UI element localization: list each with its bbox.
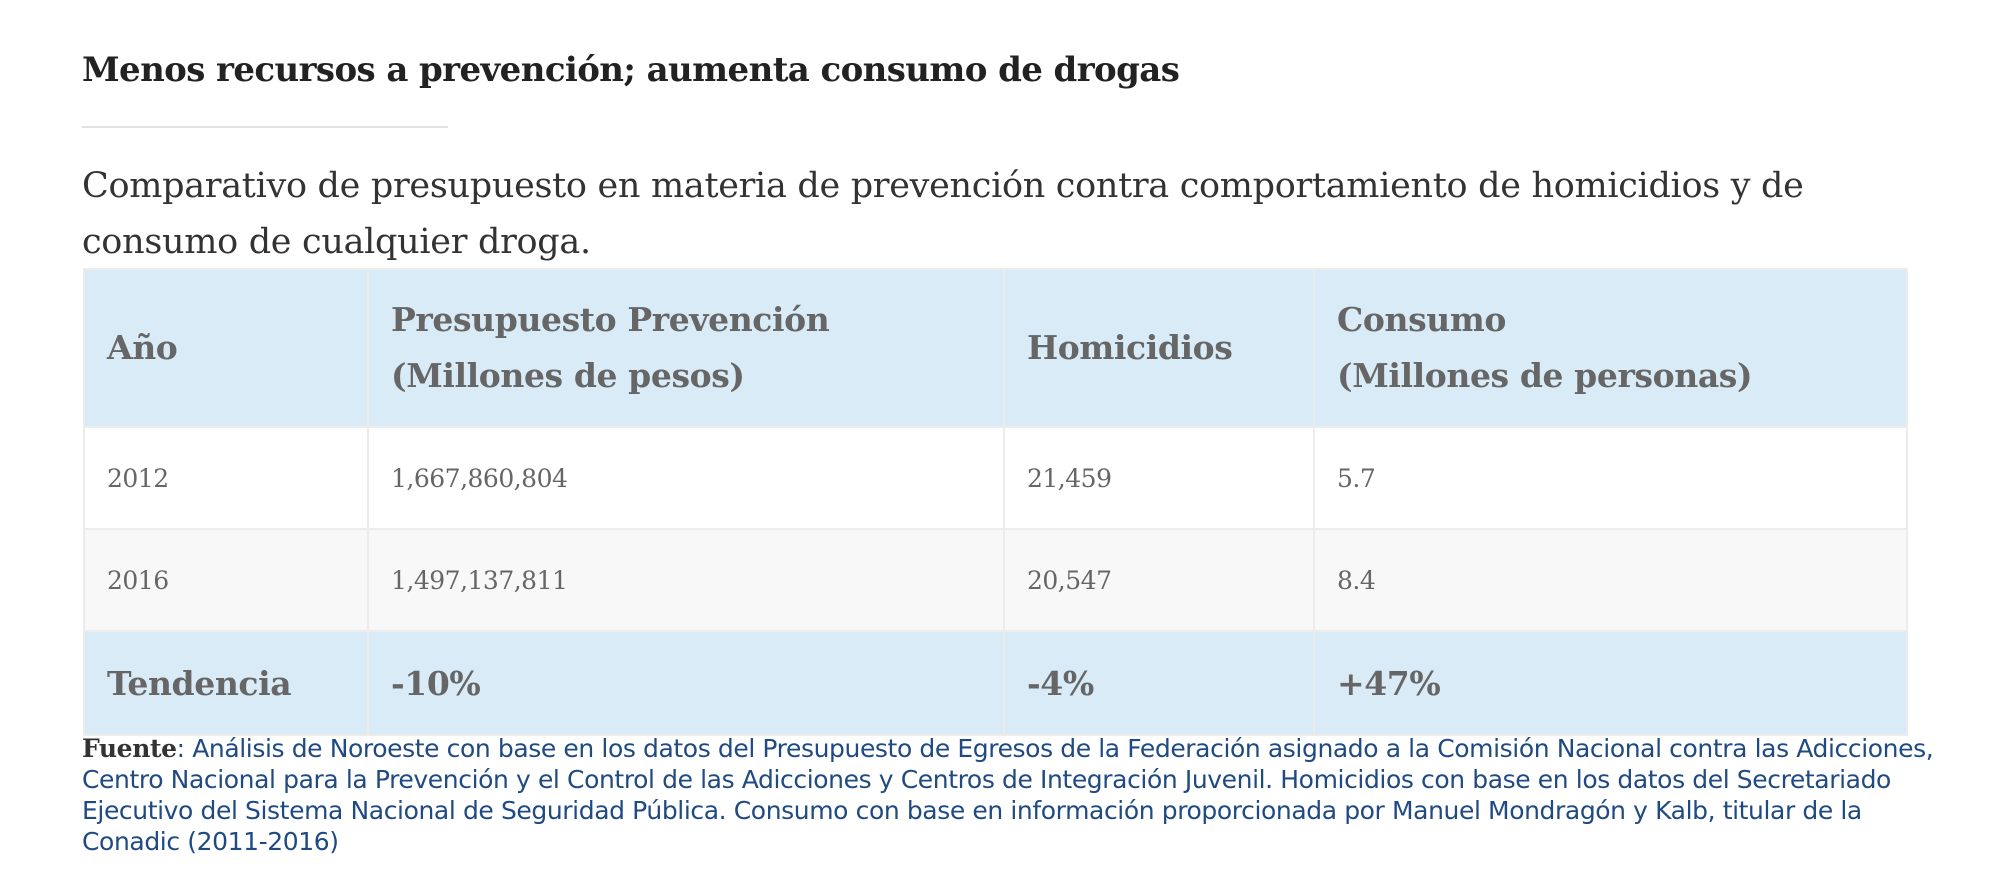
source-label: Fuente bbox=[82, 734, 177, 763]
cell-homicides: 20,547 bbox=[1003, 528, 1315, 632]
title-divider bbox=[82, 126, 448, 128]
article-title: Menos recursos a prevención; aumenta con… bbox=[82, 50, 1180, 90]
cell-year: 2012 bbox=[83, 426, 369, 530]
table-row: 2012 1,667,860,804 21,459 5.7 bbox=[83, 426, 1908, 530]
source-note: Fuente: Análisis de Noroeste con base en… bbox=[82, 733, 1962, 857]
cell-year: 2016 bbox=[83, 528, 369, 632]
table-row: 2016 1,497,137,811 20,547 8.4 bbox=[83, 528, 1908, 632]
source-text: : Análisis de Noroeste con base en los d… bbox=[82, 734, 1934, 856]
comparison-table: Año Presupuesto Prevención (Millones de p… bbox=[83, 268, 1908, 736]
trend-homicides: -4% bbox=[1003, 630, 1315, 736]
trend-label: Tendencia bbox=[83, 630, 369, 736]
cell-consumption: 5.7 bbox=[1313, 426, 1908, 530]
article-subtitle: Comparativo de presupuesto en materia de… bbox=[82, 166, 1804, 262]
header-consumption: Consumo (Millones de personas) bbox=[1313, 268, 1908, 428]
header-homicides: Homicidios bbox=[1003, 268, 1315, 428]
trend-row: Tendencia -10% -4% +47% bbox=[83, 630, 1908, 736]
trend-consumption: +47% bbox=[1313, 630, 1908, 736]
cell-homicides: 21,459 bbox=[1003, 426, 1315, 530]
table-header-row: Año Presupuesto Prevención (Millones de p… bbox=[83, 268, 1908, 428]
header-year: Año bbox=[83, 268, 369, 428]
cell-budget: 1,497,137,811 bbox=[367, 528, 1005, 632]
header-budget: Presupuesto Prevención (Millones de pesos… bbox=[367, 268, 1005, 428]
cell-budget: 1,667,860,804 bbox=[367, 426, 1005, 530]
trend-budget: -10% bbox=[367, 630, 1005, 736]
cell-consumption: 8.4 bbox=[1313, 528, 1908, 632]
